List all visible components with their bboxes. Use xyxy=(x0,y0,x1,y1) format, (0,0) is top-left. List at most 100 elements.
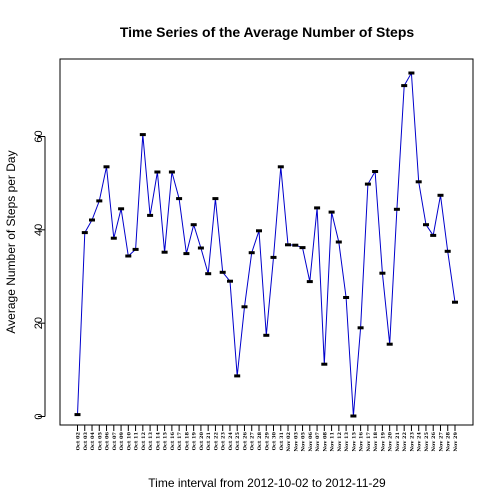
data-point xyxy=(277,165,284,169)
y-axis-label: Average Number of Steps per Day xyxy=(4,150,18,333)
data-point xyxy=(393,207,400,211)
y-axis: 0 20 40 60 xyxy=(33,130,46,420)
x-axis-label: Time interval from 2012-10-02 to 2012-11… xyxy=(148,476,386,490)
data-point xyxy=(103,165,110,169)
data-point xyxy=(285,243,291,247)
data-point xyxy=(306,280,313,284)
x-tick-label: Nov 19 xyxy=(380,431,386,451)
data-point xyxy=(372,170,379,173)
data-point xyxy=(350,414,357,418)
x-tick-label: Oct 02 xyxy=(76,431,82,450)
data-point xyxy=(219,270,226,274)
x-tick-label: Nov 11 xyxy=(330,432,336,452)
data-point xyxy=(299,246,306,250)
x-tick-label: Oct 15 xyxy=(163,431,169,450)
data-point xyxy=(118,207,125,211)
x-tick-label: Nov 21 xyxy=(395,432,401,452)
x-tick-label: Nov 18 xyxy=(373,431,379,451)
data-point xyxy=(444,249,451,253)
y-tick-label: 60 xyxy=(33,130,45,142)
data-point xyxy=(270,255,277,259)
x-tick-label: Oct 11 xyxy=(134,432,140,450)
data-point xyxy=(357,326,364,330)
data-point xyxy=(154,170,161,174)
x-tick-label: Oct 05 xyxy=(97,431,103,450)
x-tick-label: Oct 06 xyxy=(105,431,111,450)
x-tick-label: Nov 16 xyxy=(359,431,365,451)
x-axis: Oct 02 Oct 03 Oct 04 Oct 05 Oct 06 Oct 07 Oct … xyxy=(76,424,459,452)
data-point xyxy=(132,247,139,251)
data-point xyxy=(343,296,350,299)
x-tick-label: Nov 03 xyxy=(293,431,299,451)
x-tick-label: Oct 09 xyxy=(119,431,125,450)
series-line xyxy=(77,71,456,417)
x-tick-label: Oct 13 xyxy=(148,431,154,450)
series-steps xyxy=(74,71,458,418)
x-tick-label: Oct 24 xyxy=(228,431,234,450)
x-tick-label: Nov 20 xyxy=(388,431,394,451)
data-point xyxy=(139,133,146,137)
data-point xyxy=(256,229,262,233)
x-tick-label: Nov 29 xyxy=(453,431,459,451)
x-tick-label: Oct 10 xyxy=(126,431,132,450)
data-point xyxy=(364,182,371,186)
x-tick-label: Nov 22 xyxy=(402,431,408,451)
x-tick-label: Oct 07 xyxy=(112,431,118,450)
x-tick-label: Nov 17 xyxy=(366,431,372,451)
data-point xyxy=(423,223,429,227)
x-tick-label: Oct 25 xyxy=(235,431,241,450)
x-tick-label: Nov 28 xyxy=(446,431,452,451)
data-point xyxy=(205,272,212,276)
y-tick-label: 0 xyxy=(33,413,45,419)
data-point xyxy=(430,233,437,237)
data-point xyxy=(125,254,132,258)
x-tick-label: Nov 27 xyxy=(438,431,444,451)
x-tick-label: Nov 08 xyxy=(322,431,328,451)
data-point xyxy=(74,413,81,417)
data-point xyxy=(292,243,299,247)
x-tick-label: Nov 13 xyxy=(344,431,350,451)
x-tick-label: Oct 23 xyxy=(221,431,227,450)
data-point xyxy=(437,193,444,197)
data-point xyxy=(183,252,190,256)
x-tick-label: Nov 12 xyxy=(337,431,343,451)
x-tick-label: Nov 02 xyxy=(286,431,292,451)
x-tick-label: Nov 23 xyxy=(409,431,415,451)
x-tick-label: Oct 14 xyxy=(155,431,161,450)
data-point xyxy=(263,333,270,337)
x-tick-label: Oct 22 xyxy=(213,431,219,450)
data-point xyxy=(96,199,103,203)
data-point xyxy=(197,246,204,250)
x-tick-label: Oct 31 xyxy=(279,432,285,450)
y-tick-label: 20 xyxy=(33,317,45,329)
data-point xyxy=(386,342,393,346)
x-tick-label: Nov 24 xyxy=(417,431,423,451)
x-tick-label: Nov 25 xyxy=(424,431,430,451)
plot-area-frame xyxy=(59,58,474,426)
x-tick-label: Oct 18 xyxy=(184,431,190,450)
x-tick-label: Oct 26 xyxy=(242,431,248,450)
data-point xyxy=(241,305,248,309)
x-tick-label: Oct 12 xyxy=(141,431,147,450)
data-point xyxy=(89,218,95,222)
data-point xyxy=(415,180,422,184)
data-point xyxy=(379,271,386,275)
data-point xyxy=(314,206,321,210)
data-point xyxy=(190,223,197,227)
x-tick-label: Nov 26 xyxy=(431,431,437,451)
x-tick-label: Oct 03 xyxy=(83,431,89,450)
x-tick-label: Oct 28 xyxy=(257,431,263,450)
x-tick-label: Oct 20 xyxy=(199,431,205,450)
x-tick-label: Oct 16 xyxy=(170,431,176,450)
x-tick-label: Oct 30 xyxy=(272,431,278,450)
x-tick-label: Nov 15 xyxy=(351,431,357,451)
data-point xyxy=(161,250,168,254)
data-point xyxy=(212,197,219,201)
x-tick-label: Nov 05 xyxy=(301,431,307,451)
x-tick-label: Nov 07 xyxy=(315,431,321,451)
data-point xyxy=(110,236,117,240)
data-point xyxy=(234,374,241,378)
data-point xyxy=(176,197,183,201)
x-tick-label: Oct 04 xyxy=(90,431,96,450)
